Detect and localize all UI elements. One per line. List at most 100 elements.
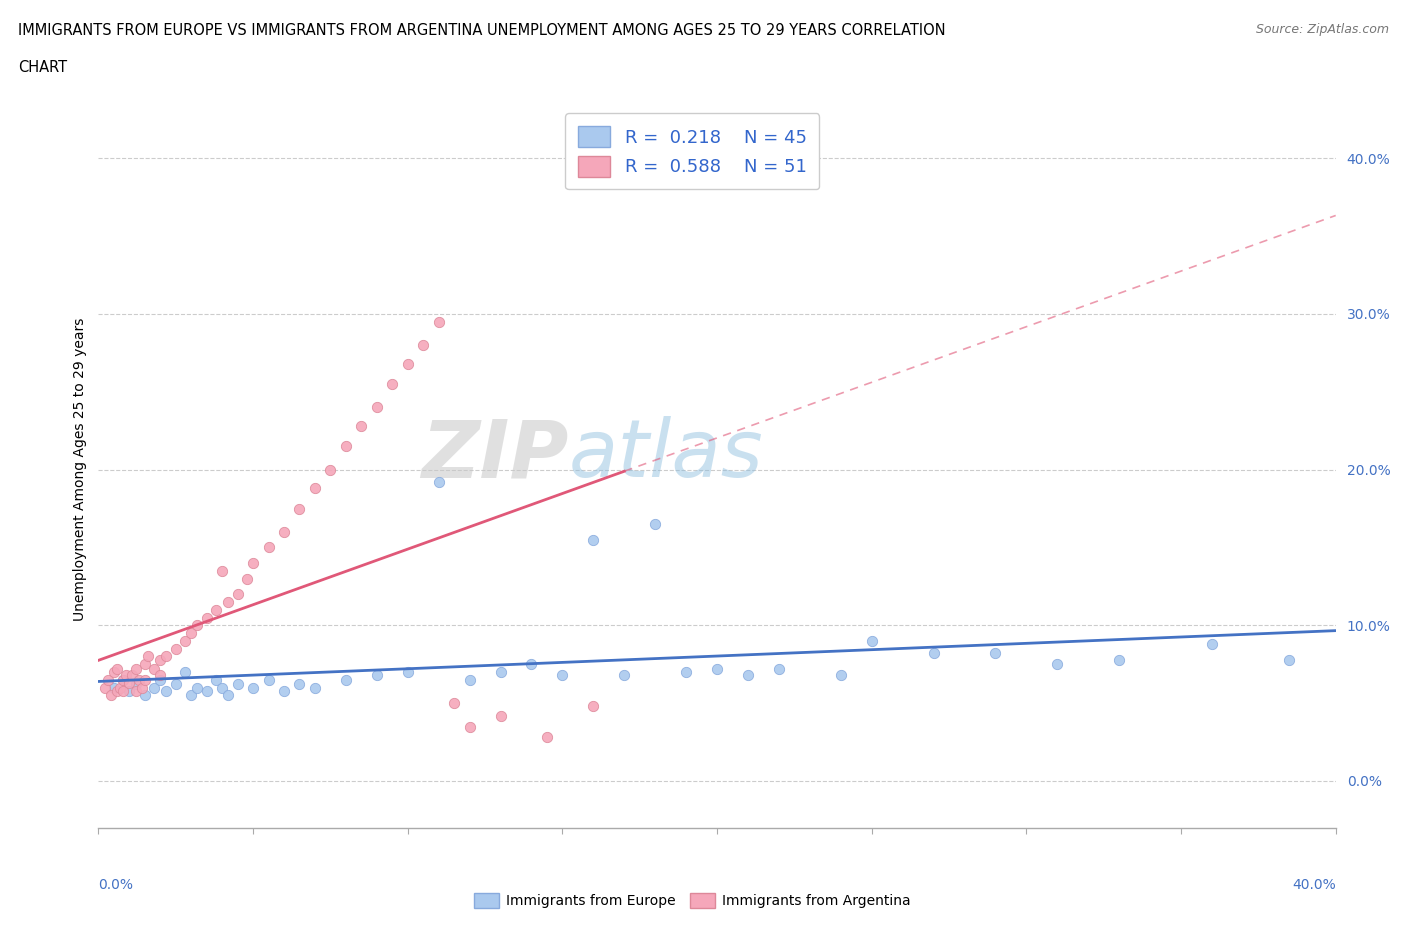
Point [105, 661, 128, 676]
Point [128, 672, 150, 687]
Point [922, 646, 945, 661]
Point [180, 688, 202, 703]
Point [103, 665, 125, 680]
Point [443, 696, 465, 711]
Point [143, 680, 166, 695]
Point [165, 642, 187, 657]
Point [131, 680, 153, 695]
Point [242, 680, 264, 695]
Point [217, 688, 239, 703]
Point [136, 649, 159, 664]
Text: Source: ZipAtlas.com: Source: ZipAtlas.com [1256, 23, 1389, 36]
Point [100, 688, 122, 703]
Point [1046, 657, 1069, 671]
Point [860, 633, 883, 648]
Point [737, 668, 759, 683]
Point [335, 672, 357, 687]
Text: CHART: CHART [18, 60, 67, 75]
Point [1108, 652, 1130, 667]
Point [134, 672, 156, 687]
Point [366, 668, 388, 683]
Point [211, 564, 233, 578]
Point [205, 603, 228, 618]
Point [257, 672, 280, 687]
Point [186, 680, 208, 695]
Point [112, 672, 135, 687]
Point [93, 680, 115, 695]
Text: ZIP: ZIP [422, 417, 568, 495]
Point [613, 668, 636, 683]
Point [644, 517, 666, 532]
Point [412, 338, 434, 352]
Point [105, 684, 128, 698]
Point [205, 672, 228, 687]
Point [381, 377, 404, 392]
Legend: Immigrants from Europe, Immigrants from Argentina: Immigrants from Europe, Immigrants from … [468, 888, 915, 914]
Point [165, 677, 187, 692]
Point [536, 730, 558, 745]
Point [288, 501, 311, 516]
Point [396, 356, 419, 371]
Point [118, 675, 141, 690]
Point [217, 594, 239, 609]
Point [257, 540, 280, 555]
Point [304, 481, 326, 496]
Point [273, 684, 295, 698]
Point [427, 474, 450, 489]
Point [288, 677, 311, 692]
Point [149, 672, 172, 687]
Point [458, 672, 481, 687]
Point [112, 672, 135, 687]
Point [155, 649, 177, 664]
Text: 40.0%: 40.0% [1292, 878, 1336, 892]
Text: atlas: atlas [568, 417, 763, 495]
Point [551, 668, 574, 683]
Point [427, 314, 450, 329]
Point [195, 610, 218, 625]
Point [242, 555, 264, 570]
Point [143, 661, 166, 676]
Y-axis label: Unemployment Among Ages 25 to 29 years: Unemployment Among Ages 25 to 29 years [73, 318, 87, 621]
Point [582, 532, 605, 547]
Point [155, 684, 177, 698]
Point [582, 698, 605, 713]
Point [1201, 636, 1223, 651]
Point [121, 668, 143, 683]
Point [984, 646, 1007, 661]
Text: IMMIGRANTS FROM EUROPE VS IMMIGRANTS FROM ARGENTINA UNEMPLOYMENT AMONG AGES 25 T: IMMIGRANTS FROM EUROPE VS IMMIGRANTS FRO… [18, 23, 946, 38]
Point [180, 626, 202, 641]
Point [273, 525, 295, 539]
Point [174, 665, 197, 680]
Point [149, 652, 172, 667]
Point [103, 680, 125, 695]
Point [319, 462, 342, 477]
Point [706, 661, 728, 676]
Point [124, 677, 146, 692]
Point [134, 688, 156, 703]
Point [115, 668, 138, 683]
Point [1278, 652, 1301, 667]
Point [149, 668, 172, 683]
Point [768, 661, 790, 676]
Text: 0.0%: 0.0% [98, 878, 134, 892]
Point [335, 439, 357, 454]
Point [226, 677, 249, 692]
Point [236, 571, 259, 586]
Point [108, 680, 131, 695]
Point [304, 680, 326, 695]
Point [396, 665, 419, 680]
Point [186, 618, 208, 632]
Point [458, 719, 481, 734]
Point [124, 684, 146, 698]
Point [489, 708, 512, 723]
Point [112, 684, 135, 698]
Point [489, 665, 512, 680]
Point [211, 680, 233, 695]
Point [134, 657, 156, 671]
Point [350, 418, 373, 433]
Point [675, 665, 697, 680]
Point [118, 684, 141, 698]
Point [830, 668, 852, 683]
Point [366, 400, 388, 415]
Point [174, 633, 197, 648]
